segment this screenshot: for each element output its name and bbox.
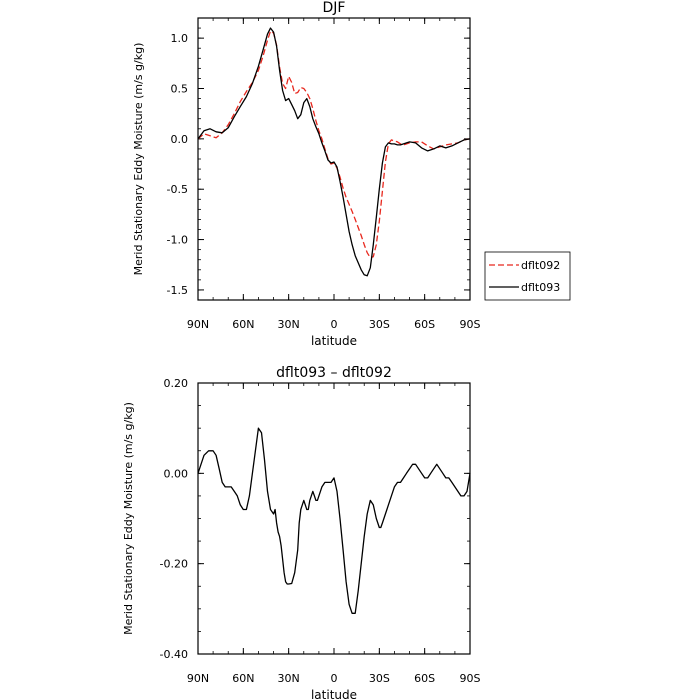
x-tick-label: 60S: [414, 318, 435, 331]
x-tick-label: 60S: [414, 672, 435, 685]
x-tick-label: 30S: [369, 318, 390, 331]
y-axis-label: Merid Stationary Eddy Moisture (m/s g/kg…: [122, 402, 135, 635]
y-tick-label: -1.0: [167, 234, 188, 247]
y-tick-label: -0.40: [160, 648, 188, 661]
chart-title: DJF: [323, 0, 346, 16]
plot-frame: [197, 17, 471, 301]
x-tick-label: 60N: [232, 318, 254, 331]
y-tick-label: 0.0: [171, 133, 189, 146]
x-tick-label: 0: [331, 672, 338, 685]
y-tick-label: -0.20: [160, 558, 188, 571]
x-tick-label: 0: [331, 318, 338, 331]
x-tick-label: 60N: [232, 672, 254, 685]
y-tick-label: 0.5: [171, 83, 189, 96]
series-line-dflt092: [197, 30, 471, 259]
y-tick-label: 1.0: [171, 32, 189, 45]
series-line-dflt093: [197, 27, 471, 277]
x-tick-label: 30N: [278, 672, 300, 685]
x-tick-label: 90N: [187, 672, 209, 685]
legend-label-dflt092: dflt092: [521, 259, 560, 272]
legend-box: [484, 251, 571, 301]
x-tick-label: 90S: [460, 318, 481, 331]
x-axis-label: latitude: [311, 334, 357, 348]
x-axis-label: latitude: [311, 688, 357, 700]
series-line-series-0: [197, 427, 471, 614]
chart-title: dflt093 – dflt092: [276, 365, 392, 381]
y-tick-label: 0.20: [164, 377, 189, 390]
plot-frame: [197, 382, 471, 655]
x-tick-label: 30S: [369, 672, 390, 685]
x-tick-label: 90S: [460, 672, 481, 685]
y-tick-label: -1.5: [167, 284, 188, 297]
x-tick-label: 30N: [278, 318, 300, 331]
y-tick-label: -0.5: [167, 183, 188, 196]
x-tick-label: 90N: [187, 318, 209, 331]
y-axis-label: Merid Stationary Eddy Moisture (m/s g/kg…: [132, 43, 145, 276]
y-tick-label: 0.00: [164, 467, 189, 480]
legend-label-dflt093: dflt093: [521, 281, 560, 294]
